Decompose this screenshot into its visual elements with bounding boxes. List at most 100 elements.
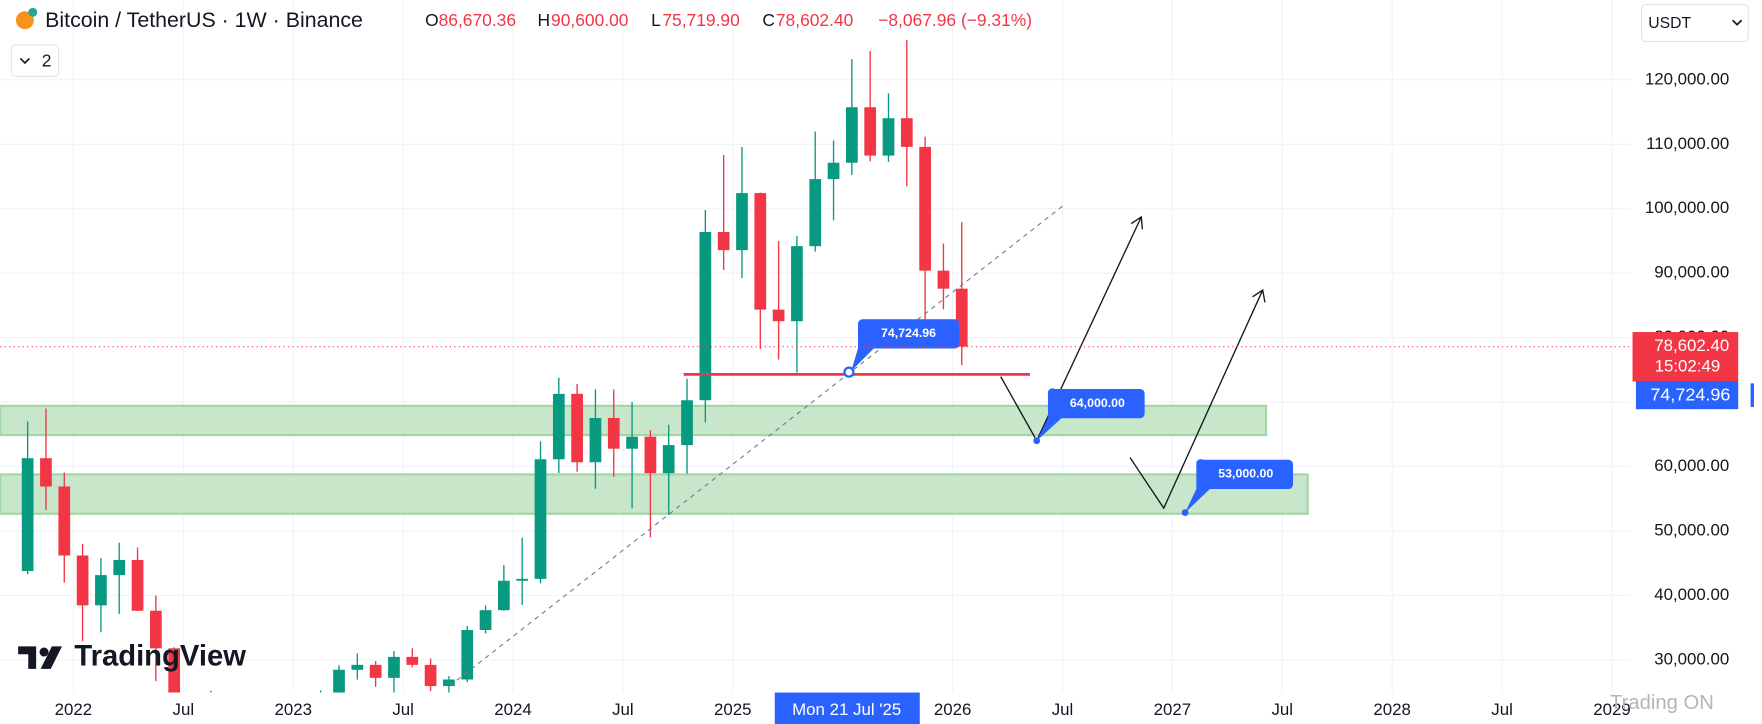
candle-body [351,664,364,670]
price-badge-text: 78,602.40 [1654,336,1729,355]
x-tick-label: 2022 [55,700,93,719]
symbol-icon [15,11,34,30]
candle-body [21,458,34,571]
x-tick-label: Jul [1272,700,1294,719]
crosshair-date: Mon 21 Jul '25 [792,700,901,719]
candle-body [955,288,968,347]
chevron [1732,19,1743,26]
candle-body [919,146,931,271]
indicator-toggle[interactable] [10,44,60,78]
currency-select[interactable] [1640,3,1749,43]
ohlc-value: 78,602.40 [776,10,853,30]
currency-label: USDT [1648,15,1691,32]
x-tick-label: 2029 [1593,700,1631,719]
candle-body [809,179,822,247]
candle-body [443,679,455,687]
x-tick-label: Jul [612,700,634,719]
candle-body [717,231,730,251]
candle-body [534,459,547,579]
candle-body [736,193,748,251]
y-tick-label: 110,000.00 [1646,134,1729,153]
anchor-point [843,366,855,378]
candle-body [937,270,950,289]
chevron [19,57,30,65]
x-tick-label: 2025 [714,700,752,719]
candle-body [846,107,858,163]
logo-text: TradingView [74,640,246,672]
candle-body [772,309,785,322]
candle-body [662,445,675,474]
y-tick-label: 50,000.00 [1654,520,1729,539]
candle-body [424,664,437,687]
candle-body [552,393,565,460]
projection-path [1129,289,1264,510]
y-tick-label: 120,000.00 [1645,69,1729,88]
support-zone [0,473,1309,515]
logo-mark [40,646,63,669]
candle-body [388,656,400,678]
x-tick-label: 2023 [274,700,312,719]
candle-body [681,400,693,446]
candle-body [149,610,162,649]
callout-label: 74,724.96 [881,326,936,340]
candle-body [827,162,840,180]
x-tick-label: 2027 [1154,700,1192,719]
arrow-head [1252,288,1266,303]
symbol-title: Bitcoin / TetherUS · 1W · Binance [45,8,363,32]
candle-body [113,559,126,576]
candle-body [791,246,803,322]
candle-body [131,559,144,611]
exchange-icon [28,7,38,17]
candle-body [76,555,89,606]
arrow-head [1130,215,1144,230]
candle-body [406,656,419,665]
candle-body [900,118,913,147]
x-tick-label: 2026 [934,700,972,719]
ohlc-value: 86,670.36 [439,10,516,30]
countdown-text: 15:02:49 [1655,356,1721,375]
candle-body [95,575,107,606]
axes: 30,000.0040,000.0050,000.0060,000.0070,0… [55,69,1730,719]
drawings: 74,724.96 64,000.00 53,000.00 [449,203,1294,687]
header: Bitcoin / TetherUS · 1W · Binance O 86,6… [10,3,1749,78]
candle-body [571,393,583,463]
crosshair-label-bg [774,692,920,724]
x-tick-label: 2024 [494,700,532,719]
callout-bubble [1036,388,1145,441]
level-badge [1635,381,1739,410]
x-tick-label: Jul [173,700,195,719]
x-tick-label: Jul [1052,700,1074,719]
watermark: Trading ON [1610,692,1714,714]
price-badge [1632,332,1739,382]
level-badge-text: 74,724.96 [1650,384,1730,404]
x-tick-label: Jul [392,700,414,719]
callout-bubble [1185,459,1294,513]
candle-body [754,193,767,310]
ohlc-value: 90,600.00 [551,10,628,30]
x-tick-label: 2028 [1373,700,1411,719]
candle-body [607,417,620,449]
logo-mark [39,647,49,657]
callout-label: 53,000.00 [1218,467,1273,481]
candles [21,39,968,693]
logo-mark [18,646,37,669]
y-tick-label: 100,000.00 [1645,198,1729,217]
candle-body [461,630,474,680]
ohlc-label: C [762,10,775,30]
candle-body [497,580,510,611]
ohlc-label: O [425,10,439,30]
candle-body [644,436,657,474]
callout-bubble [851,319,960,371]
candle-body [369,664,382,678]
level-marker [1750,383,1754,407]
candle-body [626,436,638,449]
candle-body [479,610,492,631]
y-tick-label: 90,000.00 [1654,263,1729,282]
candle-body [168,648,181,693]
ohlc-label: L [651,10,661,30]
candle-body [516,578,529,581]
y-tick-label: 60,000.00 [1654,456,1729,475]
